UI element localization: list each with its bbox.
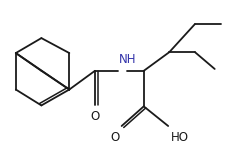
Text: O: O bbox=[90, 110, 99, 123]
Text: HO: HO bbox=[171, 131, 189, 144]
Text: O: O bbox=[110, 131, 119, 144]
Text: NH: NH bbox=[119, 53, 137, 66]
